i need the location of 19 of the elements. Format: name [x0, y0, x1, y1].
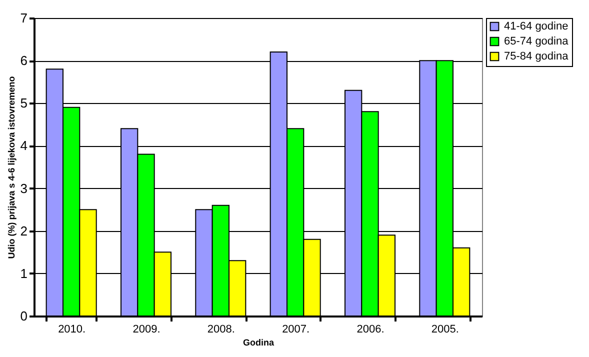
x-axis-title: Godina	[243, 338, 275, 348]
x-tick-label: 2010.	[58, 324, 86, 336]
y-tick-label: 6	[20, 53, 28, 68]
y-tick-label: 4	[20, 138, 28, 154]
y-axis-title: Udio (%) prijava s 4-6 lijekova istovremeno	[6, 76, 16, 259]
y-tick-label: 2	[20, 223, 28, 238]
x-tick-label: 2009.	[132, 324, 160, 336]
y-tick-label: 5	[20, 96, 28, 111]
legend-label: 75-84 godina	[504, 50, 570, 62]
y-tick-label: 0	[20, 308, 28, 324]
legend-label: 41-64 godine	[504, 20, 568, 32]
legend-label: 65-74 godina	[504, 36, 570, 48]
y-tick-label: 3	[20, 180, 28, 196]
x-tick-label: 2006.	[356, 324, 384, 336]
y-tick-label: 7	[20, 10, 28, 26]
y-tick-label: 1	[20, 266, 28, 281]
x-tick-label: 2008.	[207, 324, 235, 336]
x-tick-label: 2005.	[431, 324, 459, 336]
x-tick-label: 2007.	[282, 324, 310, 336]
